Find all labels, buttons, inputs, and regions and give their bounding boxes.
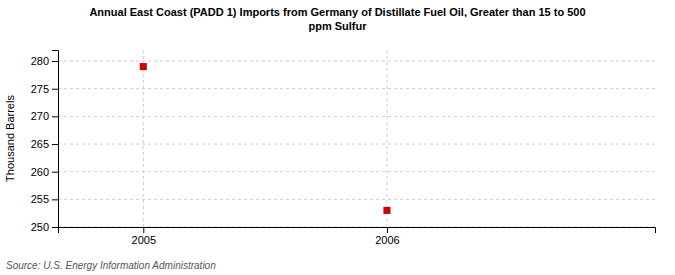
tick-mark: [52, 61, 58, 62]
title: Annual East Coast (PADD 1) Imports from …: [89, 6, 585, 32]
grid-line: [58, 88, 655, 89]
tick: 250: [31, 221, 58, 233]
tick: 255: [31, 193, 58, 205]
title-line: Annual East Coast (PADD 1) Imports from …: [89, 6, 585, 18]
tick-label: 270: [31, 110, 49, 122]
tick-label: 265: [31, 138, 49, 150]
grid-line: [58, 199, 655, 200]
title-line: ppm Sulfur: [308, 20, 367, 32]
point: [383, 207, 390, 214]
tick-label: 275: [31, 83, 49, 95]
tick-label: 260: [31, 166, 49, 178]
x-axis: 2005 2006: [59, 227, 656, 246]
tick-mark: [52, 199, 58, 200]
tick: 2006: [375, 227, 399, 246]
points: [140, 63, 391, 214]
grid-line: [143, 50, 144, 227]
tick: 260: [31, 166, 58, 178]
grid: [58, 50, 655, 227]
tick-mark: [52, 116, 58, 117]
chart-container: 2005 2006 250 255 260 265 270 275 280 Annual East…: [0, 0, 675, 275]
tick-mark: [143, 227, 144, 233]
chart-svg: 2005 2006 250 255 260 265 270 275 280 Annual East…: [0, 0, 675, 275]
grid-line: [386, 50, 387, 227]
grid-line: [58, 171, 655, 172]
tick-label: 2006: [375, 234, 399, 246]
grid-line: [58, 116, 655, 117]
point: [140, 63, 147, 70]
annotation: Source: U.S. Energy Information Administ…: [6, 260, 216, 271]
grid-line: [58, 144, 655, 145]
plot-area: 2005 2006 250 255 260 265 270 275 280: [31, 50, 656, 246]
tick: 280: [31, 55, 58, 67]
grid-line: [58, 61, 655, 62]
axis-line: [52, 51, 59, 228]
tick: 270: [31, 110, 58, 122]
tick-label: 2005: [132, 234, 156, 246]
tick-label: 250: [31, 221, 49, 233]
tick-mark: [52, 227, 58, 228]
tick-mark: [52, 172, 58, 173]
tick-mark: [52, 89, 58, 90]
tick-mark: [52, 144, 58, 145]
tick: 275: [31, 83, 58, 95]
tick-label: 280: [31, 55, 49, 67]
axis-line: [59, 228, 656, 234]
tick-mark: [387, 227, 388, 233]
tick: 2005: [132, 227, 156, 246]
tick: 265: [31, 138, 58, 150]
y-axis: 250 255 260 265 270 275 280: [31, 51, 59, 234]
tick-label: 255: [31, 193, 49, 205]
y-axis-label: Thousand Barrels: [4, 95, 16, 182]
